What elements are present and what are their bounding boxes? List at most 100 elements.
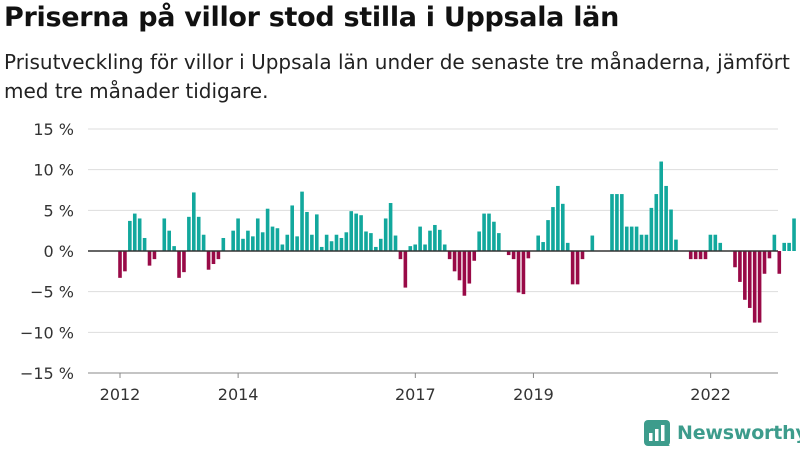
bar [590, 235, 595, 251]
bar [624, 226, 629, 251]
bar [659, 161, 663, 251]
bar [462, 251, 467, 296]
bar [561, 203, 565, 251]
bar [570, 251, 575, 285]
bar [319, 246, 324, 251]
bar [452, 251, 457, 272]
y-tick-label: 5 % [44, 201, 74, 220]
bar [487, 213, 491, 251]
newsworthy-logo-icon [644, 420, 670, 446]
bar [743, 251, 747, 300]
bar [792, 218, 796, 251]
bar [733, 251, 737, 268]
bar [334, 234, 339, 251]
bar [674, 239, 678, 251]
bar [349, 211, 354, 251]
bar [664, 185, 668, 251]
bar [433, 224, 437, 251]
bar [649, 207, 654, 251]
x-tick-label: 2017 [395, 385, 436, 404]
bar [428, 230, 432, 251]
x-tick-label: 2019 [513, 385, 554, 404]
bar [123, 251, 127, 272]
chart-subtitle: Prisutveckling för villor i Uppsala län … [4, 50, 790, 103]
bar [752, 251, 757, 323]
bar [221, 237, 226, 251]
bar [369, 233, 373, 251]
bar [388, 203, 393, 251]
bar [260, 232, 265, 251]
bar [620, 194, 624, 251]
bar [526, 251, 531, 259]
bar [777, 251, 782, 274]
bar [280, 244, 285, 251]
bar [265, 208, 270, 251]
x-tick-label: 2022 [690, 385, 731, 404]
bar [251, 236, 255, 251]
bar [447, 251, 452, 260]
newsworthy-brand: Newsworthy [644, 418, 800, 448]
bar [132, 213, 137, 251]
bar [177, 251, 181, 278]
bar [201, 234, 206, 251]
bar [546, 220, 550, 251]
bar [787, 242, 791, 251]
bar [408, 246, 413, 251]
bar [782, 242, 786, 251]
bar [374, 246, 378, 251]
x-tick-label: 2012 [100, 385, 141, 404]
bar [172, 246, 176, 251]
bar [142, 237, 147, 251]
bar [329, 241, 334, 251]
bar [511, 251, 516, 260]
bar [639, 234, 644, 251]
bars [118, 161, 796, 323]
bar [398, 251, 403, 260]
bar [442, 244, 447, 251]
bar [610, 194, 614, 251]
bar [580, 251, 585, 260]
bar [551, 207, 555, 251]
bar [206, 251, 211, 270]
bar [246, 230, 250, 251]
bar [615, 194, 619, 251]
bar [467, 251, 472, 284]
bar [536, 235, 540, 251]
bar [634, 226, 639, 251]
bar [162, 218, 167, 251]
bar [688, 251, 693, 260]
bar [629, 226, 634, 251]
bar [339, 237, 344, 251]
bar [654, 194, 659, 251]
bar [359, 215, 363, 251]
bar [477, 231, 481, 251]
bar [718, 242, 723, 251]
y-tick-label: −15 % [20, 364, 74, 383]
bar [275, 228, 280, 251]
y-axis-tick-labels: −15 % −10 % −5 % 0 % 5 % 10 % 15 % [20, 120, 74, 383]
bar [575, 251, 580, 285]
bar [708, 234, 713, 251]
bar [738, 251, 742, 282]
bar [364, 231, 368, 251]
bar [644, 234, 649, 251]
bar [521, 251, 526, 295]
bar [118, 251, 122, 278]
bar [747, 251, 752, 308]
bar [457, 251, 462, 281]
bar [482, 213, 486, 251]
bar [757, 251, 762, 323]
bar [192, 192, 196, 251]
bar [698, 251, 703, 260]
y-tick-label: 15 % [33, 120, 74, 139]
bar [418, 226, 422, 251]
bar [556, 185, 560, 251]
bar [541, 242, 545, 251]
bar [767, 251, 772, 259]
bar [152, 251, 157, 260]
bar [241, 238, 245, 251]
bar [713, 234, 718, 251]
bar [403, 251, 408, 288]
bar [236, 218, 240, 251]
bar [216, 251, 221, 260]
